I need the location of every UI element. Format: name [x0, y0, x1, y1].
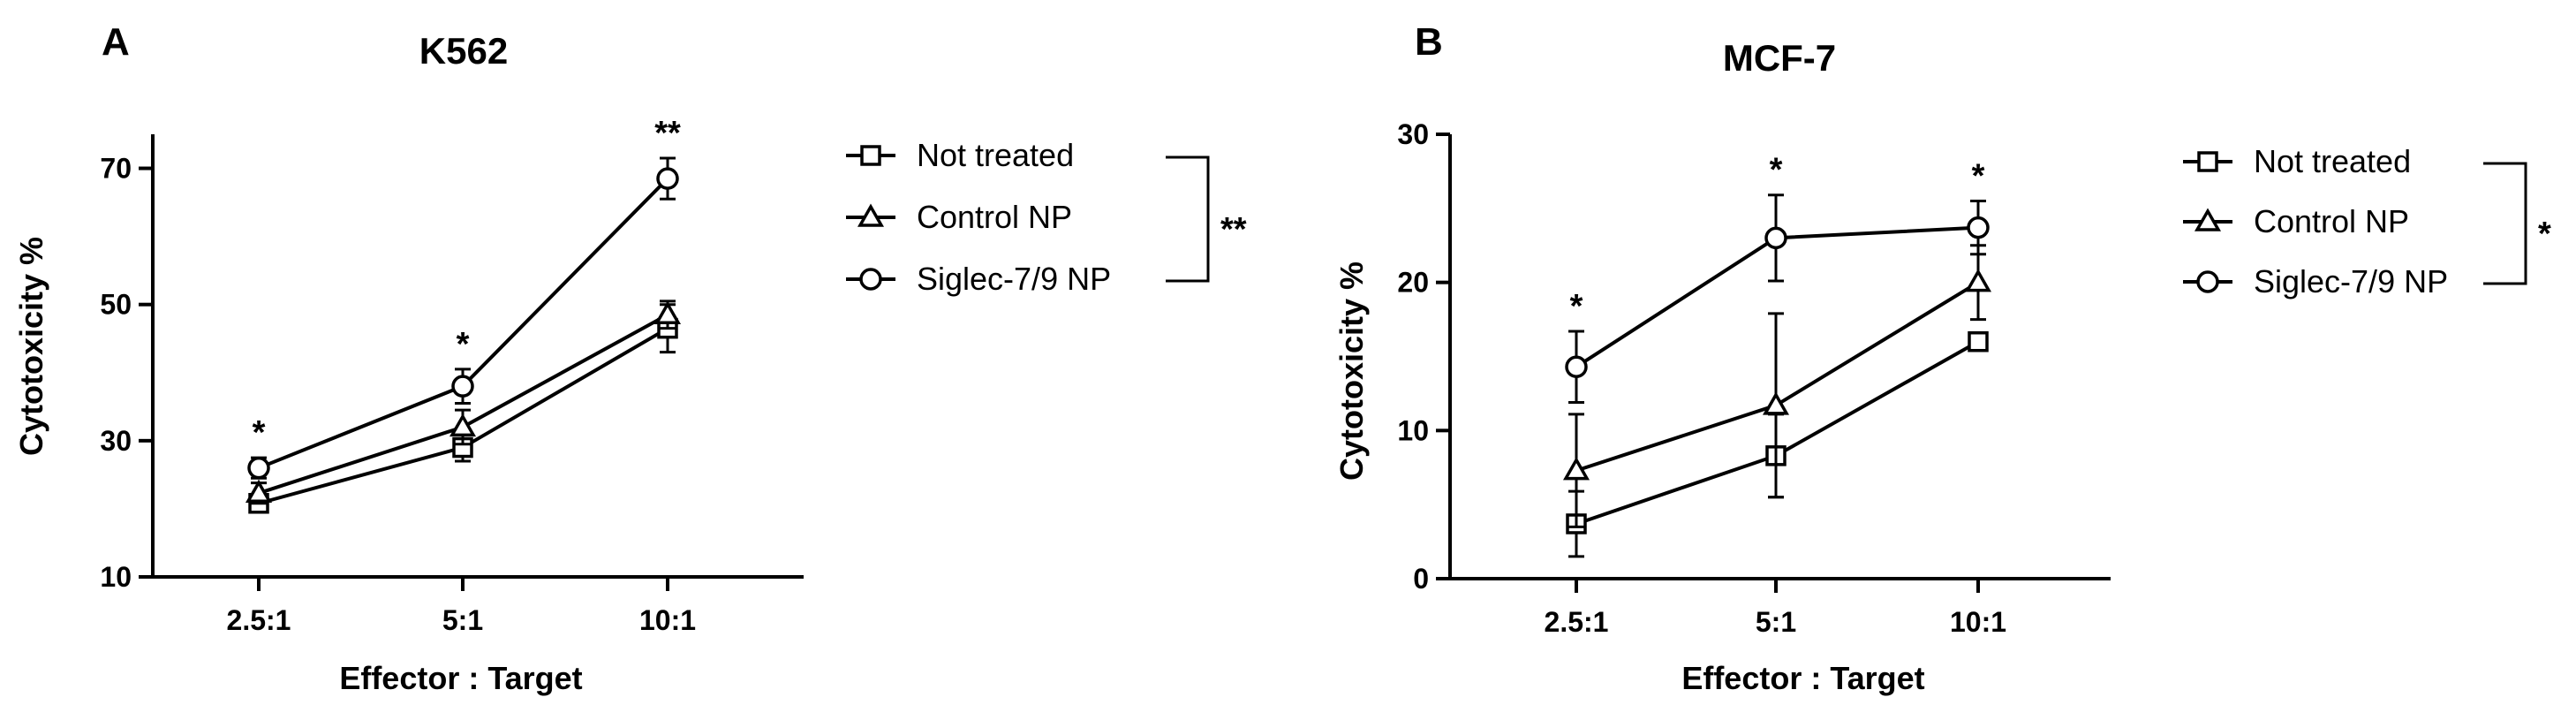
panel-a-y-tick-label: 50: [100, 289, 132, 321]
panel-a-legend-marker: [860, 145, 881, 166]
panel-b-data-point: [1565, 355, 1588, 378]
panel-a-title: K562: [419, 30, 508, 72]
panel-b-y-tick-label: 0: [1413, 563, 1429, 595]
panel-a-y-tick-label: 10: [100, 561, 132, 593]
panel-a-data-point: [451, 375, 474, 398]
panel-b-legend-label: Control NP: [2254, 203, 2409, 239]
panel-a-y-axis-label: Cytotoxicity %: [13, 237, 49, 456]
panel-b-legend-label: Siglec-7/9 NP: [2254, 263, 2448, 299]
panel-b-y-tick-label: 10: [1397, 414, 1429, 446]
panel-a-legend-label: Not treated: [917, 137, 1074, 173]
panel-b-data-point: [1964, 269, 1992, 292]
panel-a-significance-label: **: [654, 115, 681, 152]
panel-a-significance-label: *: [457, 326, 470, 363]
panel-b-y-axis-label: Cytotoxicity %: [1333, 262, 1370, 481]
panel-b-legend-bracket: [2483, 162, 2527, 285]
panel-a-legend-bracket: [1166, 155, 1210, 283]
panel-b-data-point: [1762, 391, 1790, 415]
panel-b-legend-label: Not treated: [2254, 143, 2411, 179]
panel-a-legend-label: Control NP: [917, 199, 1072, 235]
panel-b-legend-marker: [2196, 270, 2219, 293]
panel-b-data-point: [1562, 457, 1590, 481]
panel-a-data-point: [656, 167, 679, 190]
panel-b-data-point: [1764, 226, 1787, 250]
panel-b-plot: 0 10 20 30 2.5:1 5:1 10:1 * * * Not treated Control…: [1397, 118, 2551, 638]
panel-b-significance-label: *: [1570, 288, 1583, 325]
panel-b-title: MCF-7: [1723, 37, 1836, 79]
panel-a-legend-marker: [859, 268, 882, 291]
panel-b-y-tick-label: 20: [1397, 267, 1429, 299]
panel-a-x-axis-label: Effector : Target: [339, 660, 582, 696]
panel-b-legend-marker: [2197, 151, 2218, 172]
panel-b-data-point: [1968, 330, 1989, 352]
panel-b-data-point: [1967, 216, 1990, 239]
panel-b-significance-label: *: [1770, 152, 1783, 189]
panel-b: B MCF-7 Effector : Target Cytotoxicity %…: [1333, 20, 2551, 696]
panel-a-legend-label: Siglec-7/9 NP: [917, 261, 1111, 297]
panel-b-y-tick-label: 30: [1397, 118, 1429, 150]
panel-a-data-point: [245, 479, 273, 503]
panel-b-legend: Not treated Control NP Siglec-7/9 NP *: [2183, 143, 2551, 299]
panel-b-legend-significance: *: [2538, 216, 2551, 253]
panel-b-x-axis-label: Effector : Target: [1681, 660, 1924, 696]
panel-a-legend-marker: [857, 203, 885, 227]
panel-a-data-point: [653, 300, 682, 325]
panel-b-series-circle: [1565, 193, 1990, 404]
panel-a-x-tick-label: 2.5:1: [227, 604, 291, 636]
panel-b-legend-marker: [2194, 208, 2222, 231]
panel-b-x-tick-label: 2.5:1: [1545, 606, 1609, 638]
panel-b-x-tick-label: 10:1: [1950, 606, 2006, 638]
panel-a-legend: Not treated Control NP Siglec-7/9 NP **: [846, 137, 1247, 297]
panel-b-letter: B: [1415, 20, 1443, 64]
panel-a-x-tick-label: 10:1: [639, 604, 696, 636]
panel-a-data-point: [449, 413, 477, 437]
panel-a-legend-significance: **: [1220, 211, 1247, 248]
panel-a-data-point: [247, 456, 270, 480]
panel-a-series-triangle: [245, 299, 682, 505]
panel-a: A K562 Effector : Target Cytotoxicity % …: [13, 20, 1247, 696]
panel-a-x-tick-label: 5:1: [442, 604, 483, 636]
panel-a-significance-label: *: [253, 414, 266, 451]
panel-b-x-tick-label: 5:1: [1756, 606, 1796, 638]
panel-a-series-circle: [247, 156, 679, 480]
panel-a-y-tick-label: 70: [100, 153, 132, 185]
panel-b-series-triangle: [1562, 244, 1992, 528]
panel-a-letter: A: [102, 20, 130, 64]
panel-a-y-tick-label: 30: [100, 425, 132, 457]
panel-b-significance-label: *: [1972, 157, 1985, 194]
